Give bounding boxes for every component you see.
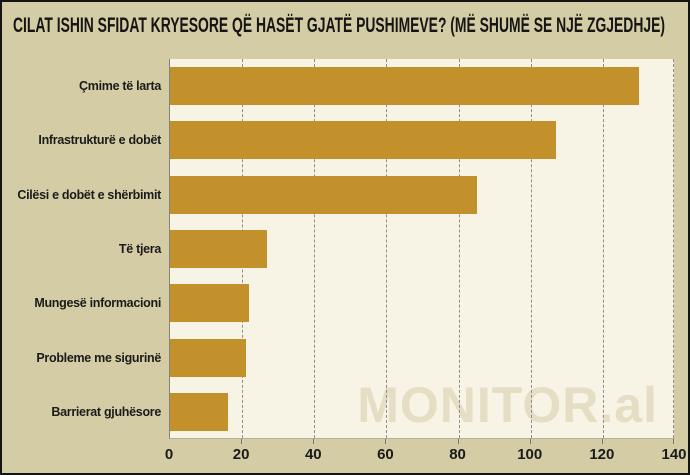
- category-label: Infrastrukturë e dobët: [38, 133, 161, 148]
- chart-title: CILAT ISHIN SFIDAT KRYESORE QË HASËT GJA…: [13, 11, 681, 39]
- x-tick: [673, 439, 674, 444]
- category-label: Probleme me sigurinë: [36, 350, 161, 365]
- x-tick-label: 20: [232, 446, 250, 463]
- category-label: Çmime të larta: [79, 79, 161, 94]
- gridline-60: [386, 59, 388, 438]
- x-tick-label: 80: [449, 446, 466, 463]
- x-tick: [601, 439, 603, 444]
- x-tick-label: 60: [377, 446, 394, 463]
- bar: [170, 284, 250, 323]
- bar: [170, 175, 477, 214]
- x-tick: [529, 439, 531, 444]
- gridline-120: [602, 59, 604, 438]
- gridline-80: [458, 59, 460, 438]
- x-axis: 0 20 40 60 80 100 120 140: [165, 439, 687, 469]
- x-tick: [241, 439, 243, 444]
- category-label: Barrierat gjuhësore: [51, 404, 161, 419]
- watermark: MONITOR.al: [357, 377, 658, 433]
- bar: [170, 121, 556, 160]
- gridline-140: [673, 59, 674, 438]
- gridline-100: [530, 59, 532, 438]
- x-tick-label: 120: [589, 446, 615, 463]
- chart-title-text: CILAT ISHIN SFIDAT KRYESORE QË HASËT GJA…: [13, 14, 665, 37]
- x-tick-label: 100: [517, 446, 543, 463]
- plot-area: MONITOR.al: [169, 59, 674, 439]
- category-label: Cilësi e dobët e shërbimit: [17, 187, 161, 202]
- x-tick-label: 0: [164, 446, 174, 463]
- x-tick-label: 140: [661, 446, 687, 463]
- bar: [170, 67, 639, 106]
- category-label: Të tjera: [118, 241, 161, 256]
- bar: [170, 230, 268, 268]
- bar: [170, 392, 228, 431]
- bar: [170, 338, 246, 377]
- x-tick: [457, 439, 459, 444]
- category-label: Mungesë informacioni: [34, 296, 161, 311]
- x-tick: [385, 439, 387, 444]
- gridline-40: [314, 59, 316, 438]
- x-tick: [313, 439, 315, 444]
- x-tick-label: 40: [304, 446, 322, 463]
- category-labels: Çmime të larta Infrastrukturë e dobët Cilë…: [2, 59, 161, 439]
